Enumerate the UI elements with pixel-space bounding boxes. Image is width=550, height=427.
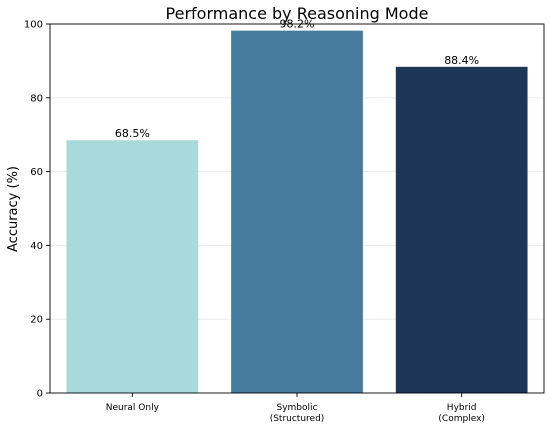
bar xyxy=(395,66,528,393)
bar-value-label: 98.2% xyxy=(280,18,315,31)
chart-title: Performance by Reasoning Mode xyxy=(166,4,429,23)
x-tick-label-line: (Structured) xyxy=(270,414,325,424)
x-tick-label: Neural Only xyxy=(106,403,160,413)
axes xyxy=(46,23,545,397)
labels: 0 20 40 60 80 100 68.5% Neural Only 98.2% Symboli… xyxy=(24,18,485,424)
x-tick-label: Symbolic (Structured) xyxy=(270,403,325,424)
x-tick-label: Hybrid (Complex) xyxy=(438,403,485,424)
bar xyxy=(66,140,199,393)
bar xyxy=(231,30,363,394)
plot-frame xyxy=(49,23,545,394)
x-tick-label-line: Neural Only xyxy=(106,403,160,413)
bar-value-label: 88.4% xyxy=(444,54,479,67)
y-tick-label: 60 xyxy=(30,167,43,178)
x-tick-label-line: Hybrid xyxy=(447,403,477,413)
x-tick-label-line: (Complex) xyxy=(438,414,485,424)
bar-value-label: 68.5% xyxy=(115,127,150,140)
x-tick-label-line: Symbolic xyxy=(277,403,318,413)
bars xyxy=(66,30,528,394)
y-tick-label: 80 xyxy=(30,93,43,104)
y-tick-label: 40 xyxy=(30,241,43,252)
y-axis-label: Accuracy (%) xyxy=(6,166,21,252)
y-tick-label: 100 xyxy=(24,20,43,31)
y-tick-label: 0 xyxy=(37,389,43,400)
y-tick-label: 20 xyxy=(30,315,43,326)
